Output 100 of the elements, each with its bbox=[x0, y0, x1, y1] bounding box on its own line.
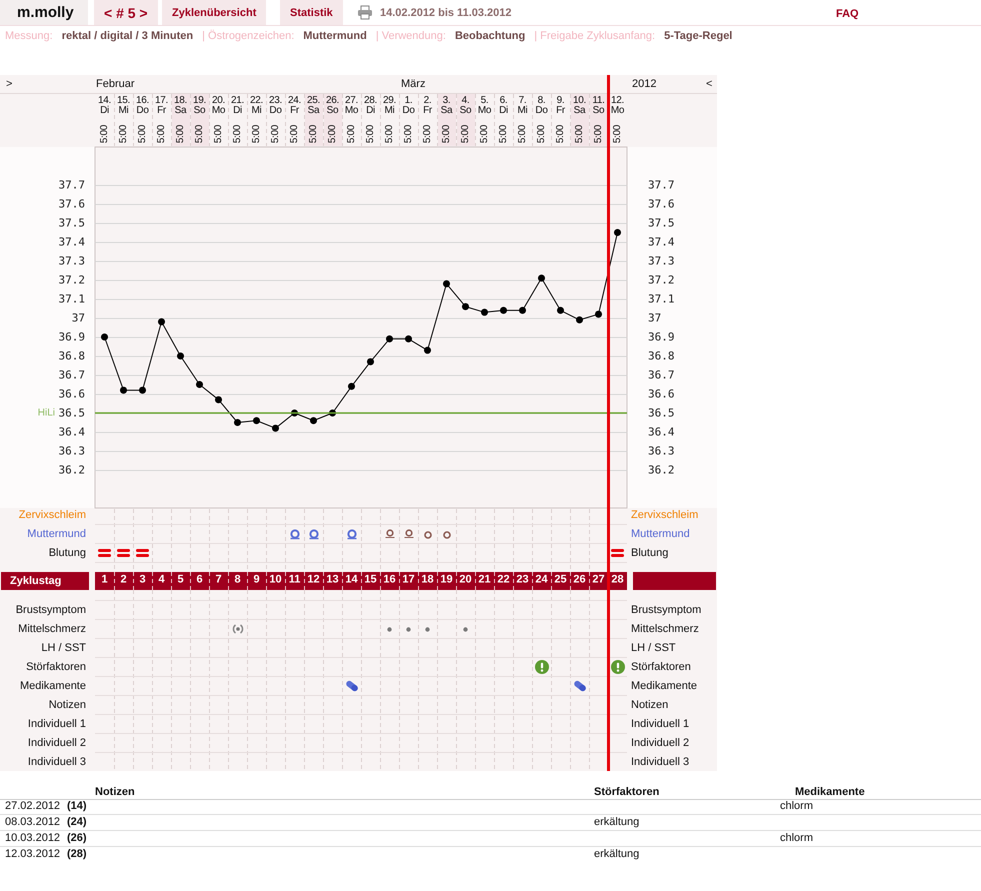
text: 5-Tage-Regel bbox=[664, 30, 732, 42]
x2-tick-label: 23. Do 5:00 bbox=[268, 95, 283, 144]
text: Individuell 3 bbox=[631, 756, 690, 768]
text: rektal / digital / 3 Minuten bbox=[62, 30, 194, 42]
text: Notizen bbox=[95, 786, 135, 798]
x-tick-label: 2 bbox=[120, 574, 127, 586]
text: Störfaktoren bbox=[631, 660, 691, 674]
x-tick-label: 10 bbox=[269, 574, 282, 586]
text: Zervixschleim bbox=[631, 508, 698, 522]
text: Brustsymptom bbox=[631, 604, 702, 616]
x-tick-label: 7 bbox=[215, 574, 222, 586]
text: | Östrogenzeichen: bbox=[202, 30, 294, 42]
x2-tick-label: 26. So 5:00 bbox=[322, 95, 342, 144]
y2-tick-label: 37.5 bbox=[648, 216, 674, 230]
x2-tick-label: 24. Fr 5:00 bbox=[286, 95, 302, 144]
x-tick-label: 28 bbox=[611, 574, 624, 586]
chart-subtitle: 14.02.2012 bis 11.03.2012 bbox=[380, 6, 512, 20]
text: 27.02.2012 bbox=[5, 800, 60, 812]
text: Statistik bbox=[290, 6, 333, 20]
text: | Freigabe Zyklusanfang: bbox=[534, 30, 656, 42]
x-tick-label: 16 bbox=[383, 574, 396, 586]
x2-tick-label: 4. So 5:00 bbox=[456, 95, 476, 144]
y2-tick-label: 36.4 bbox=[648, 426, 675, 438]
y-tick-label: 36.5 bbox=[58, 406, 85, 420]
text: chlorm bbox=[780, 800, 814, 812]
text: Individuell 3 bbox=[28, 756, 86, 768]
x2-tick-label: 22. Mi 5:00 bbox=[248, 95, 264, 144]
text: Februar bbox=[96, 78, 135, 90]
x2-tick-label: 6. Di 5:00 bbox=[496, 95, 510, 144]
x2-tick-label: 18. Sa 5:00 bbox=[170, 95, 190, 144]
text: (26) bbox=[67, 832, 87, 844]
x-tick-label: 3 bbox=[139, 574, 146, 586]
text: Notizen bbox=[631, 698, 668, 712]
x2-tick-label: 1. Do 5:00 bbox=[401, 95, 416, 144]
x2-tick-label: 8. Do 5:00 bbox=[534, 95, 549, 144]
x2-tick-label: 10. Sa 5:00 bbox=[570, 95, 590, 144]
text: Individuell 2 bbox=[28, 736, 86, 748]
x-tick-label: 24 bbox=[535, 574, 548, 586]
text: Individuell 1 bbox=[28, 718, 86, 730]
y2-tick-label: 36.7 bbox=[648, 368, 674, 382]
text: Muttermund bbox=[303, 30, 367, 42]
x-tick-label: 17 bbox=[402, 574, 415, 586]
x-tick-label: 6 bbox=[196, 574, 203, 586]
text: Zyklustag bbox=[10, 574, 62, 588]
text: < bbox=[706, 78, 712, 90]
text: (14) bbox=[67, 800, 87, 812]
chart-title: m.molly bbox=[17, 4, 74, 22]
x-tick-label: 11 bbox=[288, 574, 300, 586]
x2-tick-label: 16. Do 5:00 bbox=[134, 95, 150, 144]
text: 10.03.2012 bbox=[5, 832, 60, 844]
y2-tick-label: 36.8 bbox=[648, 350, 674, 362]
text: Medikamente bbox=[20, 680, 86, 692]
x2-tick-label: 29. Mi 5:00 bbox=[382, 95, 397, 144]
x2-tick-label: 19. So 5:00 bbox=[190, 95, 210, 144]
x-tick-label: 8 bbox=[234, 574, 241, 586]
y2-tick-label: 36.2 bbox=[648, 464, 674, 476]
y-tick-label: 37.6 bbox=[58, 198, 85, 210]
text: Muttermund bbox=[631, 528, 690, 540]
x-tick-label: 27 bbox=[592, 574, 605, 586]
text: Beobachtung bbox=[454, 30, 526, 42]
text: Störfaktoren bbox=[594, 786, 660, 798]
text: erkältung bbox=[594, 816, 640, 828]
text: Brustsymptom bbox=[16, 604, 86, 616]
x2-tick-label: 2. Fr 5:00 bbox=[420, 95, 434, 144]
text: Notizen bbox=[48, 698, 86, 710]
text: (28) bbox=[67, 848, 87, 860]
x-tick-label: 4 bbox=[158, 574, 166, 586]
x-tick-label: 14 bbox=[345, 574, 358, 586]
x-tick-label: 13 bbox=[326, 574, 339, 586]
x2-tick-label: 12. Mo 5:00 bbox=[610, 95, 626, 144]
text: LH / SST bbox=[631, 642, 676, 654]
y-tick-label: 37.3 bbox=[58, 254, 85, 268]
y-tick-label: 37.1 bbox=[58, 292, 85, 306]
text: chlorm bbox=[780, 832, 814, 844]
x2-tick-label: 21. Di 5:00 bbox=[230, 95, 245, 144]
x2-tick-label: 27. Mo 5:00 bbox=[344, 95, 360, 144]
x-tick-label: 21 bbox=[478, 574, 491, 586]
x-tick-label: 18 bbox=[421, 574, 434, 586]
text: erkältung bbox=[594, 848, 640, 860]
x-tick-label: 1 bbox=[101, 574, 108, 586]
x-tick-label: 23 bbox=[516, 574, 529, 586]
x-tick-label: 22 bbox=[497, 574, 510, 586]
text: 12.03.2012 bbox=[5, 848, 60, 860]
text: Blutung bbox=[48, 546, 86, 558]
x2-tick-label: 3. Sa 5:00 bbox=[436, 95, 456, 144]
y-tick-label: 36.4 bbox=[58, 426, 86, 438]
x2-tick-label: 7. Mi 5:00 bbox=[516, 95, 528, 144]
y-tick-label: 36.3 bbox=[58, 444, 85, 458]
x-tick-label: 5 bbox=[177, 574, 184, 586]
x2-tick-label: 20. Mo 5:00 bbox=[210, 95, 226, 144]
text: > bbox=[6, 78, 12, 90]
text: März bbox=[401, 78, 426, 90]
x-tick-label: 15 bbox=[364, 574, 377, 586]
text: Medikamente bbox=[795, 786, 865, 798]
y-tick-label: 37.4 bbox=[58, 236, 86, 248]
text: Zyklenübersicht bbox=[172, 6, 256, 20]
y2-tick-label: 36.6 bbox=[648, 388, 674, 400]
y2-tick-label: 36.3 bbox=[648, 444, 674, 458]
x2-tick-label: 11. So 5:00 bbox=[588, 95, 608, 144]
text: Individuell 2 bbox=[631, 736, 690, 750]
